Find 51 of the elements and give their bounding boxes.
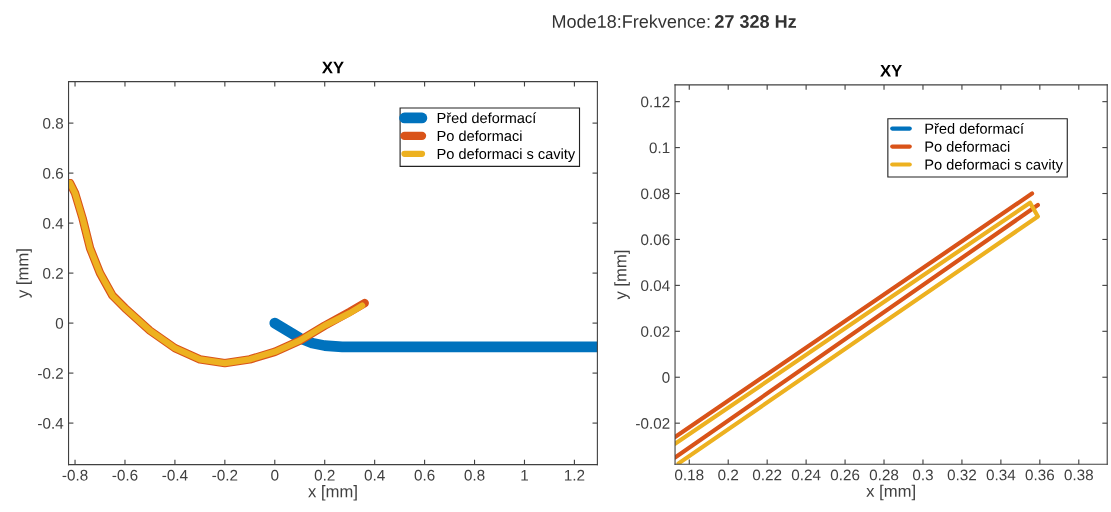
y-tick-label: 0.04	[641, 280, 670, 292]
x-tick-label: 0.32	[947, 469, 977, 481]
legend-label: Po deformaci s cavity	[925, 159, 1063, 173]
x-tick-label: 0.38	[1064, 469, 1093, 481]
x-tick-label: 0.3	[912, 469, 933, 481]
y-tick-label: 0.6	[43, 167, 64, 179]
x-tick-label: -0.8	[62, 469, 88, 481]
legend-label: Před deformací	[437, 112, 537, 124]
y-tick-label: 0.8	[43, 117, 64, 129]
y-tick-label: 0.08	[641, 188, 670, 200]
x-tick-label: 1	[521, 470, 528, 481]
x-tick-label: -0.4	[162, 469, 188, 481]
y-tick-label: 0	[662, 372, 670, 383]
x-tick-label: 0.26	[830, 469, 860, 481]
y-tick-label: 0.06	[641, 234, 670, 246]
legend-label: Po deformaci s cavity	[437, 148, 576, 162]
x-tick-label: 0.22	[752, 469, 782, 481]
x-axis-title: x [mm]	[866, 484, 915, 501]
y-tick-label: -0.4	[38, 417, 64, 429]
x-tick-label: 0.6	[414, 469, 435, 481]
x-tick-label: 0.8	[464, 469, 485, 481]
y-tick-label: -0.2	[38, 367, 63, 379]
legend-label: Po deformaci	[925, 141, 1010, 152]
x-tick-label: 0.4	[364, 469, 385, 481]
x-axis-title: x [mm]	[308, 485, 357, 501]
x-tick-label: 0.34	[986, 469, 1016, 481]
x-tick-label: 0.2	[718, 469, 739, 481]
y-tick-label: 0.4	[43, 217, 64, 229]
chart-title: XY	[880, 65, 902, 77]
legend-label: Po deformaci	[437, 130, 522, 142]
y-tick-label: 0.1	[649, 142, 670, 154]
y-tick-label: 0.2	[43, 267, 63, 279]
y-tick-label: -0.02	[636, 418, 670, 429]
x-tick-label: 0.28	[869, 469, 899, 481]
x-tick-label: 0.18	[674, 469, 704, 481]
text: Mode18:Frekvence:	[552, 14, 710, 28]
y-tick-label: 0	[55, 317, 64, 329]
chart-title: XY	[322, 61, 344, 74]
x-tick-label: 0.2	[314, 469, 335, 481]
text: 27 328 Hz	[715, 15, 797, 28]
y-axis-title: y [mm]	[614, 250, 630, 300]
y-tick-label: 0.02	[641, 326, 670, 337]
x-tick-label: -0.6	[112, 469, 138, 481]
x-tick-label: 0	[271, 469, 279, 481]
x-tick-label: 0.24	[791, 469, 821, 481]
legend-label: Před deformací	[925, 122, 1024, 134]
y-tick-label: 0.12	[641, 96, 670, 108]
x-tick-label: 0.36	[1025, 469, 1055, 481]
x-tick-label: 1.2	[564, 469, 585, 481]
x-tick-label: -0.2	[212, 469, 238, 481]
y-axis-title: y [mm]	[16, 249, 32, 299]
